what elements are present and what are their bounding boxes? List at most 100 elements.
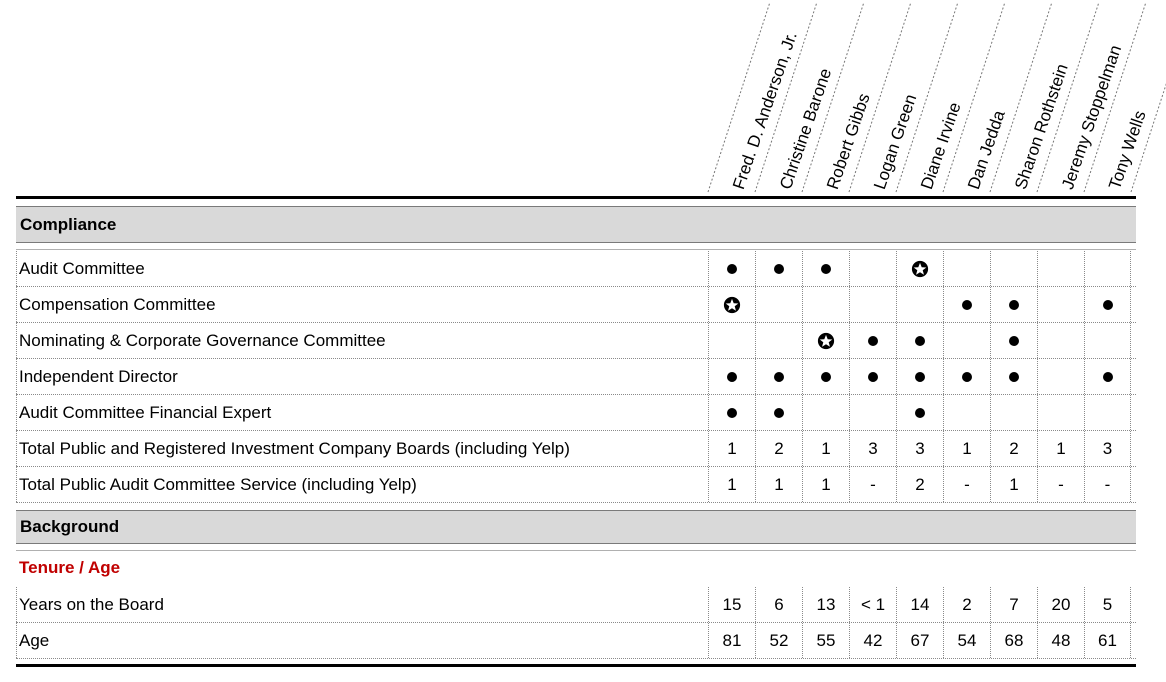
- member-dot-icon: [821, 263, 831, 274]
- table-cell: [755, 359, 802, 394]
- cell-value: 52: [769, 630, 789, 650]
- table-cell: [896, 251, 943, 286]
- row-label: Age: [19, 631, 50, 650]
- table-cell: 3: [1084, 431, 1131, 466]
- row-label: Years on the Board: [19, 595, 164, 614]
- table-cell: 15: [708, 587, 755, 622]
- cell-value: 2: [915, 474, 925, 494]
- table-cell: [802, 395, 849, 430]
- cell-value: 3: [915, 438, 925, 458]
- table-cell: [943, 359, 990, 394]
- member-dot-icon: [1009, 371, 1019, 382]
- cell-value: 48: [1051, 630, 1071, 650]
- cell-value: 1: [821, 474, 831, 494]
- member-dot-icon: [821, 371, 831, 382]
- table-cell: [755, 251, 802, 286]
- cell-value: -: [870, 474, 876, 494]
- table-cell: [1084, 359, 1131, 394]
- table-cell: < 1: [849, 587, 896, 622]
- table-cell: -: [943, 467, 990, 502]
- cell-value: 42: [863, 630, 883, 650]
- row-left-border: [16, 587, 17, 622]
- table-cell: 55: [802, 623, 849, 658]
- row-left-border: [16, 251, 17, 286]
- table-cell: [849, 287, 896, 322]
- cell-value: 68: [1004, 630, 1024, 650]
- cell-value: 1: [774, 474, 784, 494]
- table-cell: 13: [802, 587, 849, 622]
- table-cell: 1: [990, 467, 1037, 502]
- chair-star-icon: [911, 260, 929, 277]
- table-cell: [849, 251, 896, 286]
- table-cell: [802, 323, 849, 358]
- cell-value: 20: [1051, 594, 1071, 614]
- header-divider-line: [848, 1, 912, 193]
- header-divider-line: [1130, 83, 1166, 193]
- row-label: Total Public Audit Committee Service (in…: [19, 475, 417, 494]
- table-cell: 48: [1037, 623, 1084, 658]
- compliance-separator: [16, 249, 1136, 250]
- member-dot-icon: [962, 371, 972, 382]
- table-cell: 42: [849, 623, 896, 658]
- table-cell: [896, 359, 943, 394]
- row-label: Audit Committee: [19, 259, 145, 278]
- table-cell: [990, 251, 1037, 286]
- table-cell: [755, 395, 802, 430]
- header-divider-line: [754, 1, 818, 193]
- row-label: Independent Director: [19, 367, 178, 386]
- row-left-border: [16, 287, 17, 322]
- header-divider-line: [989, 1, 1053, 193]
- table-cell: [1037, 359, 1084, 394]
- row-label: Compensation Committee: [19, 295, 216, 314]
- table-cell: [849, 323, 896, 358]
- table-cell: 7: [990, 587, 1037, 622]
- cell-value: 7: [1009, 594, 1019, 614]
- member-dot-icon: [1102, 371, 1113, 382]
- background-band: Background: [16, 510, 1136, 544]
- compliance-title: Compliance: [20, 215, 117, 234]
- cell-value: 2: [774, 438, 784, 458]
- table-cell: [708, 359, 755, 394]
- row-label: Nominating & Corporate Governance Commit…: [19, 331, 386, 350]
- table-cell: [990, 359, 1037, 394]
- table-cell: 6: [755, 587, 802, 622]
- table-row: Nominating & Corporate Governance Commit…: [16, 323, 1136, 359]
- member-dot-icon: [868, 371, 878, 382]
- cell-value: -: [1058, 474, 1064, 494]
- cell-value: -: [964, 474, 970, 494]
- table-cell: [708, 395, 755, 430]
- table-row: Age 81 52 55 42 67 54 68 48 61: [16, 623, 1136, 659]
- table-cell: [1084, 323, 1131, 358]
- table-cell: 61: [1084, 623, 1131, 658]
- table-cell: 2: [990, 431, 1037, 466]
- table-cell: 54: [943, 623, 990, 658]
- table-cell: [849, 395, 896, 430]
- header-divider-line: [1036, 1, 1100, 193]
- table-cell: [1037, 251, 1084, 286]
- cell-value: -: [1104, 474, 1111, 494]
- row-left-border: [16, 323, 17, 358]
- table-row: Total Public Audit Committee Service (in…: [16, 467, 1136, 503]
- member-dot-icon: [727, 371, 737, 382]
- table-cell: -: [1037, 467, 1084, 502]
- cell-value: 3: [1102, 438, 1113, 458]
- table-cell: [1037, 287, 1084, 322]
- cell-value: 81: [722, 630, 742, 650]
- background-title: Background: [20, 517, 120, 536]
- member-dot-icon: [1009, 299, 1019, 310]
- cell-value: 1: [727, 474, 737, 494]
- bottom-rule: [16, 664, 1136, 667]
- table-cell: [849, 359, 896, 394]
- table-cell: 68: [990, 623, 1037, 658]
- cell-value: 13: [816, 594, 836, 614]
- table-cell: [708, 323, 755, 358]
- table-cell: 1: [1037, 431, 1084, 466]
- member-dot-icon: [727, 407, 737, 418]
- table-cell: [802, 287, 849, 322]
- cell-value: 1: [727, 438, 737, 458]
- cell-value: 15: [722, 594, 742, 614]
- table-cell: 1: [943, 431, 990, 466]
- table-cell: [943, 287, 990, 322]
- table-cell: 14: [896, 587, 943, 622]
- table-cell: 67: [896, 623, 943, 658]
